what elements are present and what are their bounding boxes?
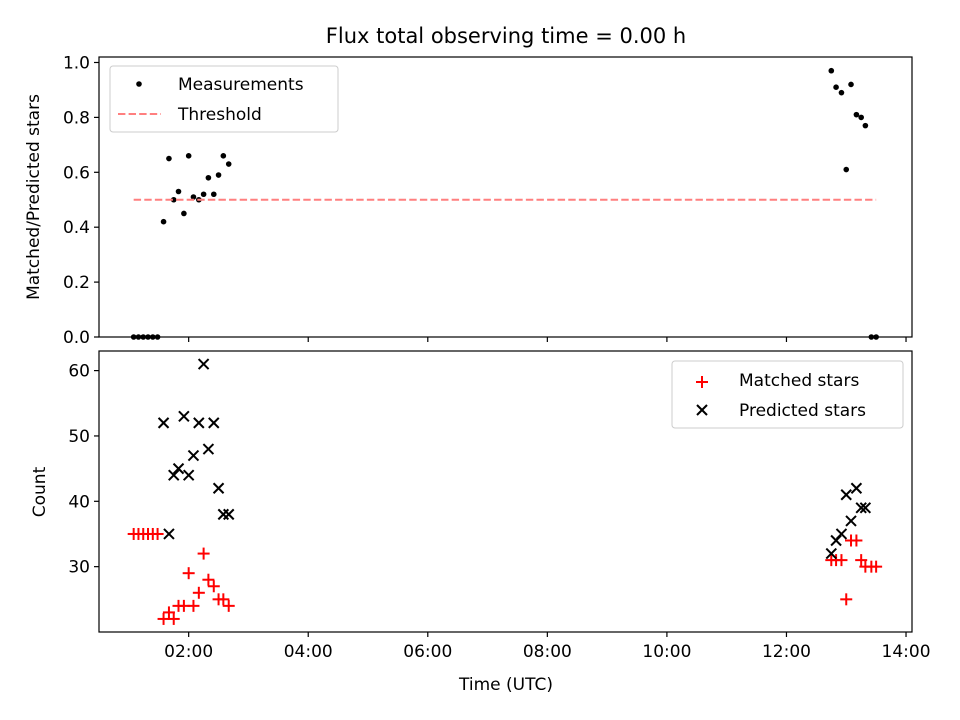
measurement-point	[166, 155, 172, 162]
bottom-axes-frame	[98, 350, 913, 633]
predicted-star-point	[193, 417, 205, 429]
bottom-legend: Matched stars Predicted stars	[671, 360, 904, 429]
predicted-star-point	[157, 417, 170, 429]
x-tick-label: 04:00	[284, 642, 333, 662]
predicted-star-point	[178, 410, 190, 423]
top-y-tick-label: 0.2	[63, 273, 90, 293]
predicted-star-point	[850, 482, 863, 494]
top-y-tick-label: 0.4	[63, 218, 90, 238]
measurement-point	[843, 166, 850, 173]
bottom-panel-count-chart: Count Time (UTC) 02:00 04:00 06:00 08:00 10:…	[30, 350, 931, 695]
bottom-y-tick-label: 30	[68, 558, 90, 578]
top-y-axis-label: Matched/Predicted stars	[24, 94, 44, 300]
top-y-tick-label: 0.0	[63, 328, 90, 348]
measurement-point	[828, 67, 835, 74]
top-axes-frame	[98, 56, 913, 338]
matched-star-point	[870, 560, 883, 573]
predicted-star-point	[840, 489, 852, 501]
matched-star-point	[151, 527, 164, 540]
legend-matched-marker	[696, 376, 708, 388]
bottom-y-axis-label: Count	[30, 466, 50, 517]
x-tick-label: 14:00	[882, 642, 931, 662]
measurement-point	[160, 218, 167, 225]
top-y-tick-label: 0.8	[63, 108, 90, 128]
measurement-point	[210, 191, 217, 198]
measurement-point	[853, 111, 860, 118]
measurement-point	[838, 89, 845, 96]
top-panel-ratio-chart: Flux total observing time = 0.00 h Match…	[24, 24, 913, 348]
legend-measurements-label: Measurements	[178, 75, 304, 95]
matched-star-point	[850, 534, 863, 547]
predicted-star-point	[197, 358, 210, 370]
matched-star-point	[835, 554, 848, 567]
matched-star-point	[187, 599, 200, 612]
bottom-plot-area: 02:00 04:00 06:00 08:00 10:00 12:00 14:00 30 40 5…	[68, 350, 931, 662]
matched-star-point	[167, 612, 180, 625]
predicted-star-point	[212, 482, 225, 494]
x-tick-label: 10:00	[642, 642, 691, 662]
measurement-point	[215, 172, 222, 178]
matched-star-point	[855, 554, 868, 567]
measurement-point	[833, 84, 839, 90]
measurement-point	[862, 122, 869, 129]
matched-star-point	[202, 573, 215, 586]
legend-predicted-label: Predicted stars	[739, 401, 866, 421]
legend-threshold-label: Threshold	[177, 105, 262, 125]
matched-star-point	[207, 580, 220, 593]
chart-title: Flux total observing time = 0.00 h	[326, 24, 686, 48]
predicted-star-point	[208, 417, 220, 429]
predicted-star-point	[825, 547, 838, 560]
x-tick-label: 02:00	[164, 642, 213, 662]
measurement-point	[205, 174, 212, 181]
predicted-star-point	[172, 462, 185, 475]
predicted-star-point	[202, 443, 215, 455]
measurement-point	[200, 191, 207, 198]
legend-measurements-marker	[136, 81, 142, 87]
matched-star-point	[182, 567, 195, 580]
bottom-y-tick-label: 50	[68, 427, 90, 447]
matched-star-point	[222, 599, 235, 612]
predicted-star-point	[835, 528, 848, 540]
predicted-star-point	[182, 469, 195, 481]
measurement-point	[175, 188, 182, 195]
measurement-point	[220, 153, 227, 159]
top-y-tick-label: 1.0	[63, 53, 90, 73]
measurement-point	[190, 194, 197, 200]
bottom-y-tick-label: 40	[68, 492, 90, 512]
measurement-point	[848, 81, 854, 88]
predicted-star-point	[859, 502, 872, 514]
matched-star-point	[840, 593, 853, 606]
bottom-y-tick-label: 60	[68, 362, 90, 382]
x-tick-label: 06:00	[403, 642, 452, 662]
matched-star-point	[162, 606, 175, 619]
predicted-star-point	[163, 528, 175, 540]
predicted-star-point	[855, 502, 867, 514]
bottom-legend-box	[671, 360, 904, 429]
matched-star-point	[192, 586, 205, 599]
matched-star-point	[217, 593, 230, 606]
x-axis-label: Time (UTC)	[458, 675, 553, 695]
legend-matched-label: Matched stars	[739, 371, 859, 391]
measurement-point	[185, 153, 192, 159]
x-tick-label: 12:00	[762, 642, 811, 662]
matched-star-point	[197, 547, 210, 560]
matched-star-point	[157, 612, 170, 625]
top-legend: Measurements Threshold	[109, 65, 339, 133]
predicted-star-point	[187, 449, 200, 462]
x-tick-label: 08:00	[523, 642, 572, 662]
legend-predicted-marker	[696, 404, 708, 416]
top-y-tick-label: 0.6	[63, 163, 90, 183]
top-legend-box	[109, 65, 339, 133]
predicted-star-point	[223, 508, 235, 521]
measurement-point	[170, 196, 177, 203]
predicted-star-point	[168, 469, 180, 481]
measurement-point	[225, 161, 232, 167]
predicted-star-point	[845, 515, 857, 527]
measurement-point	[181, 210, 187, 217]
measurement-point	[858, 114, 864, 121]
top-plot-area: 0.0 0.2 0.4 0.6 0.8 1.0	[63, 53, 913, 348]
